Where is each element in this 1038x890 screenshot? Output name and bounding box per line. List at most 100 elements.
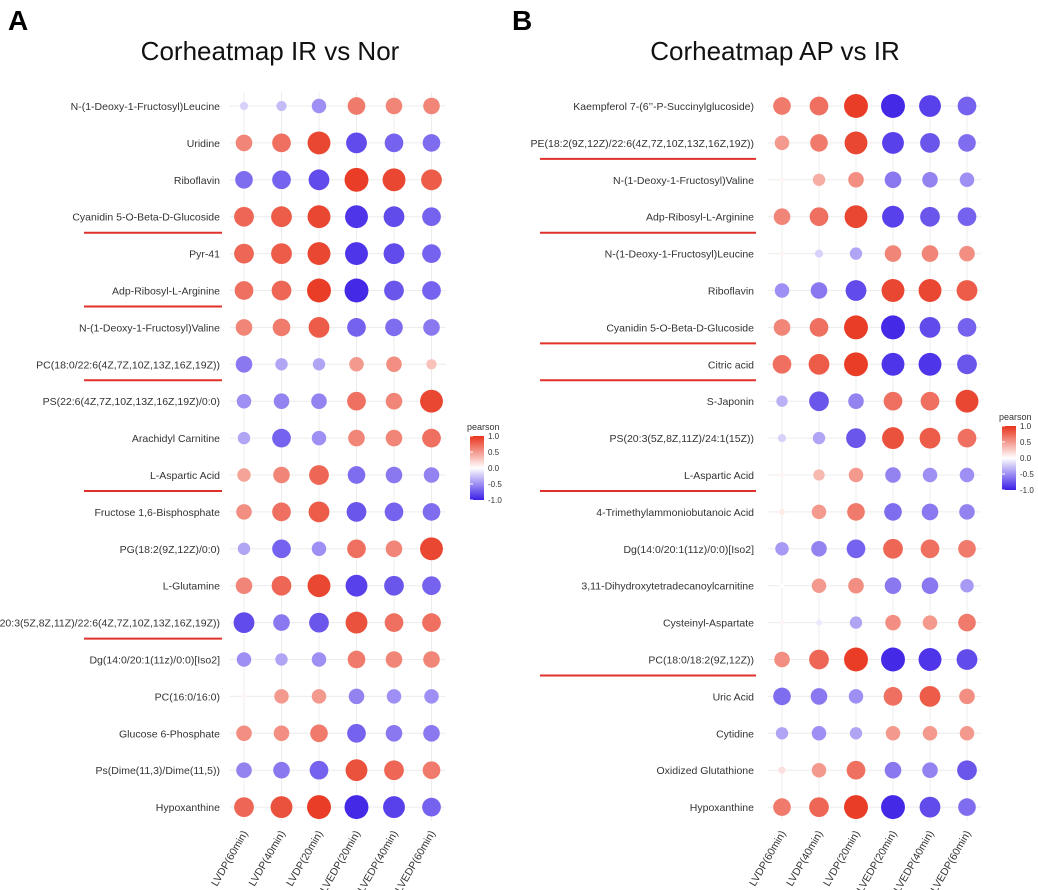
bubble-pc-16-0-16-0-lvedp-60min (424, 689, 439, 704)
col-label-lvdp-20min: LVDP(20min) (821, 829, 863, 889)
bubble-kaempferol-7-6-p-succinylglucoside-lvedp-20min (881, 94, 905, 118)
bubble-ps-20-3-5z-8z-11z-24-1-15z-lvedp-20min (882, 427, 904, 450)
bubble-n-1-deoxy-1-fructosyl-valine-lvedp-60min (959, 172, 975, 188)
row-label-3-11-dihydroxytetradecanoylcarnitine: 3,11-Dihydroxytetradecanoylcarnitine (581, 581, 754, 593)
legend-tick-label: 0.0 (1020, 454, 1032, 463)
bubble-pg-18-2-9z-12z-0-0-lvdp-40min (272, 539, 291, 559)
bubble-cysteinyl-aspartate-lvedp-60min (958, 613, 976, 632)
legend-tick-label: -0.5 (488, 480, 502, 489)
bubble-n-1-deoxy-1-fructosyl-leucine-lvedp-60min (423, 97, 440, 115)
row-label-riboflavin: Riboflavin (174, 175, 220, 187)
bubble-cyanidin-5-o-beta-d-glucoside-lvdp-40min (271, 206, 292, 228)
bubble-riboflavin-lvdp-40min (810, 282, 828, 299)
bubble-citric-acid-lvedp-60min (957, 354, 977, 375)
bubble-n-1-deoxy-1-fructosyl-leucine-lvedp-20min (884, 245, 902, 262)
legend-tick-label: -0.5 (1020, 470, 1034, 479)
bubble-adp-ribosyl-l-arginine-lvdp-40min (271, 280, 292, 301)
bubble-s-japonin-lvedp-60min (955, 389, 979, 413)
bubble-arachidyl-carnitine-lvdp-20min (311, 430, 327, 446)
bubble-cyanidin-5-o-beta-d-glucoside-lvedp-40min (919, 317, 941, 338)
bubble-pe-20-3-5z-8z-11z-22-6-4z-7z-10z-13z-16z-19z-lvdp-20min (309, 612, 329, 633)
bubble-n-1-deoxy-1-fructosyl-valine-lvdp-20min (308, 317, 330, 338)
bubble-pc-16-0-16-0-lvdp-60min (241, 693, 247, 699)
legend-tick-label: 1.0 (488, 432, 500, 441)
bubble-cysteinyl-aspartate-lvedp-20min (885, 614, 901, 631)
bubble-pg-18-2-9z-12z-0-0-lvedp-60min (420, 537, 443, 561)
bubble-pc-18-0-18-2-9z-12z-lvdp-40min (809, 649, 829, 670)
bubble-kaempferol-7-6-p-succinylglucoside-lvedp-40min (919, 95, 941, 117)
bubble-riboflavin-lvedp-40min (918, 279, 942, 302)
bubble-n-1-deoxy-1-fructosyl-leucine-lvdp-20min (849, 247, 863, 260)
col-label-lvedp-40min: LVEDP(40min) (892, 829, 937, 890)
bubble-oxidized-glutathione-lvedp-40min (922, 762, 938, 778)
bubble-cysteinyl-aspartate-lvedp-40min (922, 615, 938, 630)
bubble-cysteinyl-aspartate-lvdp-20min (849, 616, 863, 629)
bubble-pyr-41-lvedp-20min (345, 242, 368, 266)
row-label-pc-16-0-16-0: PC(16:0/16:0) (155, 691, 220, 703)
row-label-ps-22-6-4z-7z-10z-13z-16z-19z-0-0: PS(22:6(4Z,7Z,10Z,13Z,16Z,19Z)/0:0) (43, 396, 220, 408)
bubble-n-1-deoxy-1-fructosyl-valine-lvedp-20min (347, 318, 366, 337)
col-label-lvedp-20min: LVEDP(20min) (855, 829, 900, 890)
row-label-adp-ribosyl-l-arginine: Adp-Ribosyl-L-Arginine (112, 286, 220, 298)
bubble-l-aspartic-acid-lvdp-60min (237, 468, 251, 482)
bubble-oxidized-glutathione-lvdp-40min (811, 762, 827, 778)
bubble-adp-ribosyl-l-arginine-lvdp-60min (234, 281, 254, 300)
bubble-uridine-lvdp-60min (235, 134, 253, 152)
row-label-ps-dime-11-3-dime-11-5: Ps(Dime(11,3)/Dime(11,5)) (96, 765, 220, 777)
bubble-pc-18-0-22-6-4z-7z-10z-13z-16z-19z-lvdp-60min (235, 356, 253, 373)
bubble-adp-ribosyl-l-arginine-lvedp-40min (384, 280, 404, 301)
bubble-3-11-dihydroxytetradecanoylcarnitine-lvdp-40min (811, 578, 827, 593)
row-label-s-japonin: S-Japonin (707, 396, 754, 408)
bubble-riboflavin-lvedp-40min (382, 168, 406, 192)
bubble-pyr-41-lvdp-40min (271, 243, 292, 264)
row-label-riboflavin: Riboflavin (708, 286, 754, 298)
bubble-glucose-6-phosphate-lvedp-60min (423, 725, 440, 742)
row-label-cyanidin-5-o-beta-d-glucoside: Cyanidin 5-O-Beta-D-Glucoside (606, 322, 754, 334)
col-label-lvdp-40min: LVDP(40min) (247, 829, 289, 889)
legend-tick-label: 0.5 (1020, 438, 1032, 447)
bubble-ps-22-6-4z-7z-10z-13z-16z-19z-0-0-lvdp-40min (273, 393, 290, 409)
legend-tick-label: 0.5 (488, 448, 500, 457)
bubble-pc-18-0-18-2-9z-12z-lvdp-20min (844, 647, 868, 672)
row-label-l-aspartic-acid: L-Aspartic Acid (150, 470, 220, 482)
bubble-n-1-deoxy-1-fructosyl-valine-lvdp-40min (812, 173, 826, 186)
bubble-ps-22-6-4z-7z-10z-13z-16z-19z-0-0-lvdp-20min (311, 393, 327, 409)
bubble-riboflavin-lvdp-60min (235, 170, 253, 189)
bubble-uric-acid-lvedp-60min (959, 688, 975, 705)
legend-tick-label: -1.0 (488, 496, 502, 505)
bubble-pc-16-0-16-0-lvedp-40min (386, 689, 402, 704)
bubble-hypoxanthine-lvdp-60min (234, 797, 254, 817)
bubble-n-1-deoxy-1-fructosyl-valine-lvedp-40min (385, 318, 403, 337)
bubble-uridine-lvedp-40min (384, 133, 404, 153)
bubble-pc-18-0-22-6-4z-7z-10z-13z-16z-19z-lvdp-20min (312, 358, 326, 371)
bubble-l-aspartic-acid-lvdp-20min (309, 465, 329, 485)
panel-letter-a: A (8, 5, 28, 36)
bubble-pg-18-2-9z-12z-0-0-lvedp-40min (385, 540, 403, 558)
bubble-kaempferol-7-6-p-succinylglucoside-lvdp-20min (844, 94, 868, 118)
grid (230, 92, 446, 822)
bubble-adp-ribosyl-l-arginine-lvedp-20min (344, 278, 369, 303)
bubble-ps-dime-11-3-dime-11-5-lvdp-20min (309, 760, 329, 780)
bubble-l-aspartic-acid-lvedp-60min (959, 467, 975, 483)
bubble-pyr-41-lvdp-20min (307, 242, 331, 266)
row-label-kaempferol-7-6-p-succinylglucoside: Kaempferol 7-(6’’-P-Succinylglucoside) (573, 101, 754, 113)
bubble-uric-acid-lvedp-20min (883, 687, 903, 706)
row-label-fructose-1-6-bisphosphate: Fructose 1,6-Bisphosphate (95, 507, 221, 519)
bubble-pe-18-2-9z-12z-22-6-4z-7z-10z-13z-16z-19z-lvdp-20min (844, 131, 868, 155)
row-label-hypoxanthine: Hypoxanthine (156, 802, 220, 814)
bubble-cyanidin-5-o-beta-d-glucoside-lvedp-20min (881, 315, 905, 340)
legend-colorbar (1002, 426, 1016, 490)
col-label-lvedp-20min: LVEDP(20min) (318, 829, 363, 890)
bubble-ps-22-6-4z-7z-10z-13z-16z-19z-0-0-lvedp-20min (347, 391, 366, 411)
bubble-n-1-deoxy-1-fructosyl-valine-lvdp-60min (235, 319, 253, 336)
bubble-uric-acid-lvdp-20min (848, 689, 864, 704)
bubble-glucose-6-phosphate-lvdp-60min (236, 725, 252, 742)
bubble-dg-14-0-20-1-11z-0-0-iso2-lvedp-40min (920, 539, 940, 559)
bubble-arachidyl-carnitine-lvdp-60min (237, 431, 251, 445)
row-label-pg-18-2-9z-12z-0-0: PG(18:2(9Z,12Z)/0:0) (120, 544, 220, 556)
bubble-adp-ribosyl-l-arginine-lvedp-60min (422, 281, 441, 300)
row-label-pe-20-3-5z-8z-11z-22-6-4z-7z-10z-13z-16z-19z: PE(20:3(5Z,8Z,11Z)/22:6(4Z,7Z,10Z,13Z,16… (0, 618, 220, 630)
col-label-lvdp-60min: LVDP(60min) (747, 829, 789, 889)
bubble-pc-18-0-18-2-9z-12z-lvedp-20min (881, 647, 905, 672)
